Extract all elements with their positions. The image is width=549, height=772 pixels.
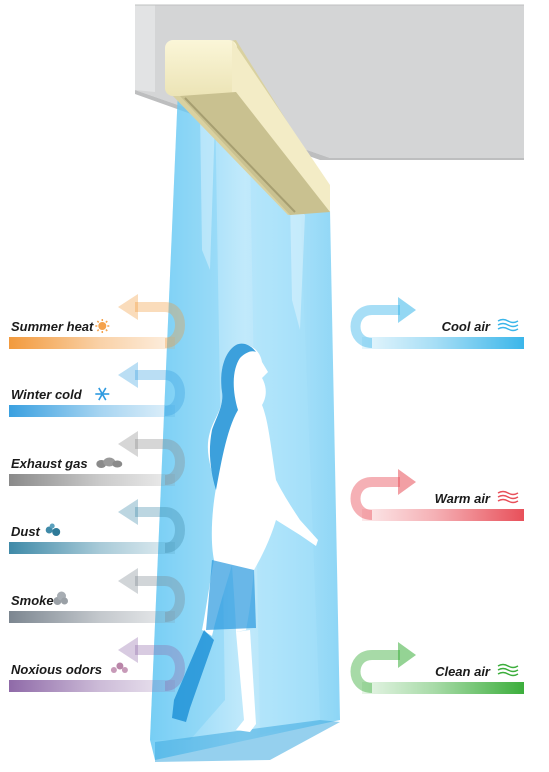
blocked-factor-label: Winter cold: [11, 387, 82, 402]
retained-factor-text: Warm air: [434, 491, 490, 506]
retained-arrow-warm-air: [350, 469, 524, 521]
cool-wave-icon: [497, 318, 519, 332]
exhaust-cloud-icon: [96, 457, 123, 468]
snowflake-icon: [95, 387, 110, 401]
blocked-factor-text: Winter cold: [11, 387, 82, 402]
retained-factor-label: Clean air: [435, 664, 490, 679]
dust-icon: [45, 523, 61, 536]
retained-factor-label: Cool air: [442, 319, 490, 334]
blocked-factor-text: Exhaust gas: [11, 456, 88, 471]
blocked-factor-label: Summer heat: [11, 319, 93, 334]
blocked-arrow-summer-heat: [9, 294, 185, 349]
blocked-factor-label: Exhaust gas: [11, 456, 88, 471]
sun-icon: [95, 319, 110, 333]
blocked-factor-text: Summer heat: [11, 319, 94, 334]
blocked-factor-label: Smoke: [11, 593, 54, 608]
clean-wave-icon: [497, 663, 519, 677]
blocked-factor-label: Noxious odors: [11, 662, 102, 677]
blocked-arrow-dust: [9, 499, 185, 554]
retained-factor-text: Cool air: [441, 319, 490, 334]
warm-wave-icon: [497, 490, 519, 504]
smoke-icon: [53, 591, 68, 605]
blocked-factor-text: Noxious odors: [11, 662, 103, 677]
blocked-factor-label: Dust: [11, 524, 40, 539]
walking-person: [172, 343, 318, 732]
odor-icon: [110, 662, 128, 673]
blocked-arrow-winter-cold: [9, 362, 185, 417]
retained-arrow-cool-air: [350, 297, 524, 349]
retained-arrow-clean-air: [350, 642, 524, 694]
blocked-factor-text: Dust: [11, 524, 40, 539]
blocked-arrow-smoke: [9, 568, 185, 623]
retained-factor-label: Warm air: [435, 491, 490, 506]
blocked-arrow-exhaust-gas: [9, 431, 185, 486]
air-curtain-unit: [165, 40, 330, 215]
retained-factor-text: Clean air: [435, 664, 490, 679]
blocked-arrow-noxious-odors: [9, 637, 185, 692]
blocked-factor-text: Smoke: [11, 593, 54, 608]
